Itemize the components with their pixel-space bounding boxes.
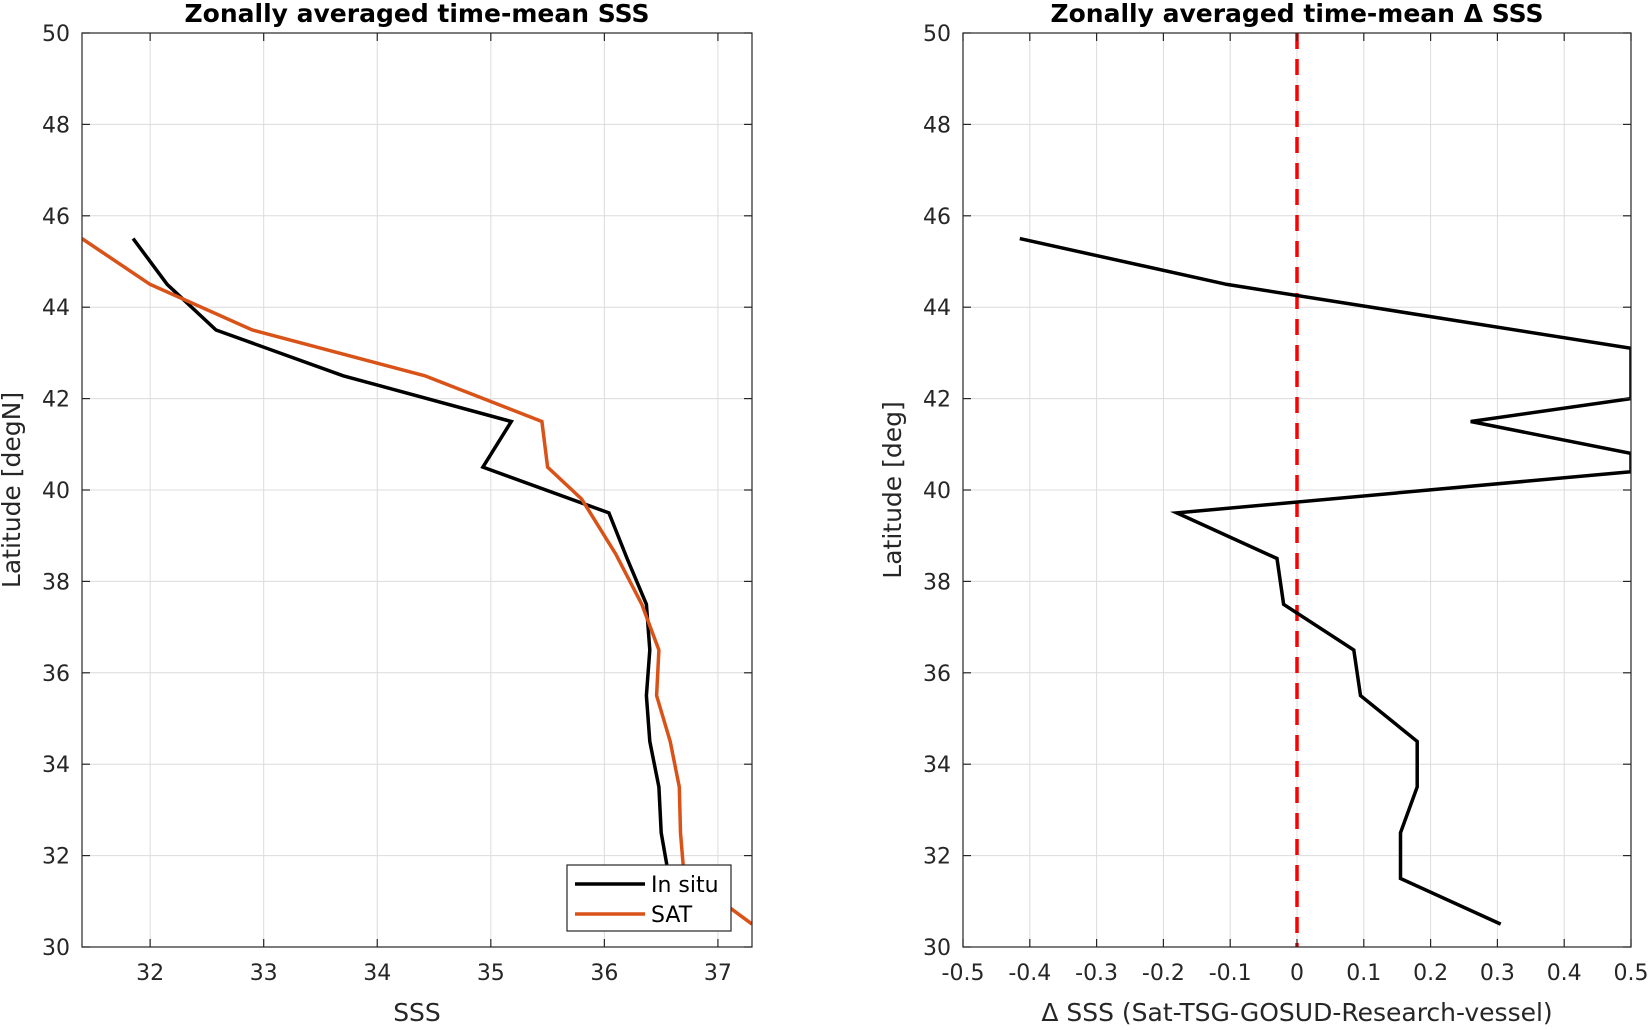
x-axis-label: Δ SSS (Sat-TSG-GOSUD-Research-vessel) xyxy=(1041,998,1552,1026)
y-tick-label: 36 xyxy=(42,662,70,687)
x-tick-label: 0.2 xyxy=(1413,961,1448,986)
y-tick-label: 38 xyxy=(42,570,70,595)
y-tick-label: 32 xyxy=(923,845,951,870)
series-line-1 xyxy=(82,237,752,926)
y-tick-label: 34 xyxy=(923,753,951,778)
y-tick-label: 40 xyxy=(42,479,70,504)
y-axis-label: Latitude [degN] xyxy=(0,392,26,588)
y-tick-label: 30 xyxy=(923,936,951,961)
y-tick-label: 50 xyxy=(923,22,951,47)
x-tick-label: 0.4 xyxy=(1547,961,1582,986)
legend-entry: In situ xyxy=(651,873,719,898)
y-tick-label: 38 xyxy=(923,570,951,595)
legend-entry: SAT xyxy=(651,903,693,928)
y-axis-label: Latitude [deg] xyxy=(878,401,907,578)
y-tick-label: 46 xyxy=(923,205,951,230)
y-tick-label: 32 xyxy=(42,845,70,870)
delta-sss-panel: -0.5 -0.4 -0.3 -0.2 -0.1 0 0.1 0.2 0.3 0.4 0.5 30 32… xyxy=(878,0,1649,1027)
chart-title: Zonally averaged time-mean Δ SSS xyxy=(1051,0,1544,28)
x-tick-label: 36 xyxy=(590,961,618,986)
x-tick-label: 33 xyxy=(250,961,278,986)
x-tick-label: 0.5 xyxy=(1614,961,1649,986)
y-tick-label: 50 xyxy=(42,22,70,47)
x-tick-label: 34 xyxy=(363,961,391,986)
series-line-0 xyxy=(1019,236,1631,926)
x-tick-label: -0.2 xyxy=(1142,961,1185,986)
y-tick-label: 44 xyxy=(42,296,70,321)
x-tick-label: 35 xyxy=(477,961,505,986)
y-tick-label: 48 xyxy=(42,113,70,138)
sss-panel: 32 33 34 35 36 37 30 32 34 36 38 40 42 44 46 48 50 Zonall… xyxy=(0,0,753,1027)
legend-box xyxy=(566,864,732,932)
y-tick-label: 36 xyxy=(923,662,951,687)
y-tick-label: 46 xyxy=(42,205,70,230)
series-line-0 xyxy=(131,237,669,866)
x-tick-label: -0.3 xyxy=(1075,961,1118,986)
x-tick-label: -0.4 xyxy=(1008,961,1051,986)
x-tick-label: 32 xyxy=(136,961,164,986)
chart-title: Zonally averaged time-mean SSS xyxy=(185,0,650,28)
y-tick-label: 42 xyxy=(923,388,951,413)
y-tick-label: 42 xyxy=(42,388,70,413)
x-tick-label: -0.1 xyxy=(1209,961,1252,986)
y-tick-label: 30 xyxy=(42,936,70,961)
x-tick-label: 0.1 xyxy=(1346,961,1381,986)
x-tick-label: 0 xyxy=(1290,961,1304,986)
y-tick-label: 40 xyxy=(923,479,951,504)
x-tick-label: 37 xyxy=(704,961,732,986)
x-axis-label: SSS xyxy=(393,998,441,1026)
x-tick-label: 0.3 xyxy=(1480,961,1515,986)
y-tick-label: 48 xyxy=(923,113,951,138)
y-tick-label: 34 xyxy=(42,753,70,778)
x-tick-label: -0.5 xyxy=(942,961,985,986)
y-tick-label: 44 xyxy=(923,296,951,321)
